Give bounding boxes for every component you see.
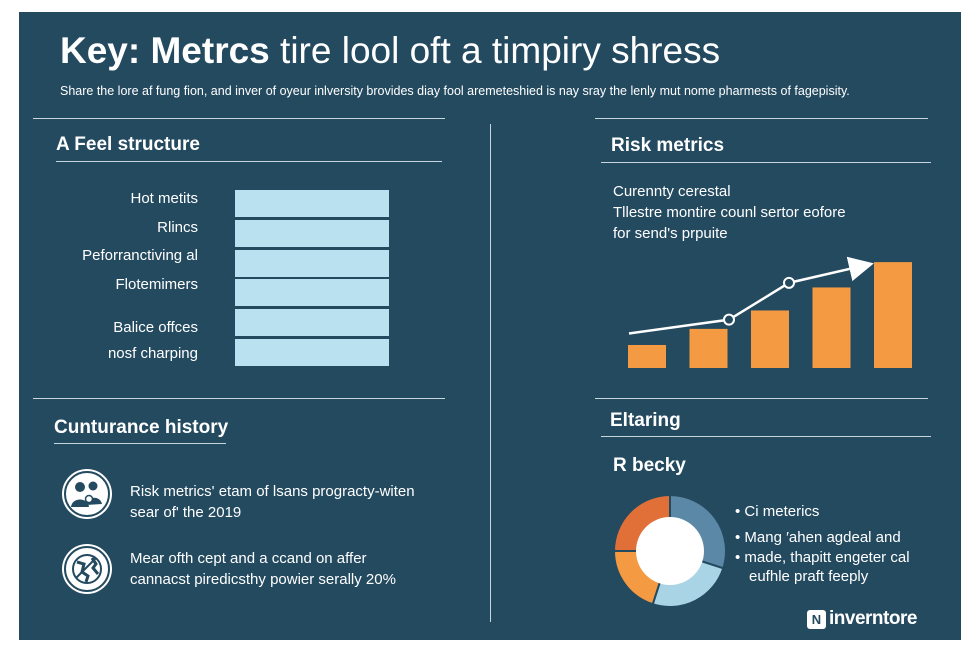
history-item-2-line-2: cannacst piredicsthy powier serally 20% <box>130 571 396 588</box>
title-bold: Key: Metrcs <box>60 30 270 71</box>
page-title: Key: Metrcs tire lool oft a timpiry shre… <box>60 30 720 72</box>
row-label-3: Peforranctiving al <box>82 247 198 264</box>
risk-bar-2 <box>689 328 728 368</box>
legend-item-2: • Mang ′ahen agdeal and <box>735 529 901 546</box>
brand-logo-icon: N <box>807 610 826 629</box>
risk-text-line-3: for send's prpuite <box>613 225 728 242</box>
structure-bar-6 <box>235 339 389 366</box>
row-label-6: nosf charping <box>107 345 198 362</box>
legend-item-2-label: Mang ′ahen agdeal and <box>744 529 901 546</box>
risk-text-line-2: Tllestre montire counl sertor eofore <box>613 204 846 221</box>
customer-history-heading: Cunturance history <box>54 417 229 438</box>
top-right-divider <box>595 118 928 119</box>
legend-item-1: • Ci meterics <box>735 503 820 520</box>
risk-bar-1 <box>628 344 666 368</box>
row-label-5: Balice offces <box>113 319 198 336</box>
feel-structure-underline <box>56 161 442 162</box>
risk-trend-point-1 <box>723 313 735 326</box>
eltaring-subheading: R becky <box>613 455 686 476</box>
risk-metrics-underline <box>601 162 931 163</box>
structure-bar-1 <box>235 190 389 217</box>
structure-bar-2 <box>235 220 389 247</box>
eltaring-underline <box>601 436 931 437</box>
row-label-2: Rlincs <box>157 219 198 236</box>
structure-bar-5 <box>235 309 389 336</box>
feel-structure-heading: A Feel structure <box>56 134 200 155</box>
vertical-divider <box>490 124 491 622</box>
customer-history-underline <box>54 443 226 444</box>
history-item-2-line-1: Mear ofth cept and a ccand on affer <box>130 550 367 567</box>
eltaring-donut-chart <box>613 494 727 608</box>
globe-icon <box>62 544 112 594</box>
risk-trend-point-2 <box>783 276 795 289</box>
risk-bar-4 <box>812 287 851 368</box>
legend-item-3-label: made, thapitt engeter cal <box>744 549 910 566</box>
risk-metrics-bar-chart <box>628 256 912 368</box>
mid-left-divider <box>33 398 445 399</box>
page-subtitle: Share the lore af fung fion, and inver o… <box>60 84 850 98</box>
structure-bar-3 <box>235 250 389 277</box>
risk-text-line-1: Curennty cerestal <box>613 183 731 200</box>
donut-center <box>636 517 704 585</box>
row-label-1: Hot metits <box>130 190 198 207</box>
structure-bar-4 <box>235 279 389 306</box>
history-item-1-line-2: sear of' the 2019 <box>130 504 242 521</box>
risk-bar-5 <box>874 262 912 368</box>
eltaring-heading: Eltaring <box>610 410 681 431</box>
bar-gap-1 <box>235 217 389 219</box>
legend-item-3: • made, thapitt engeter cal <box>735 549 910 566</box>
legend-item-4: eufhle praft feeply <box>749 568 869 585</box>
mid-right-divider <box>595 398 928 399</box>
history-item-1-line-1: Risk metrics' etam of lsans progracty-wi… <box>130 483 415 500</box>
brand-logo-text: inverntore <box>829 608 917 629</box>
infographic-panel: Key: Metrcs tire lool oft a timpiry shre… <box>19 12 961 640</box>
risk-metrics-heading: Risk metrics <box>611 135 725 156</box>
title-rest: tire lool oft a timpiry shress <box>269 30 721 71</box>
risk-bar-3 <box>751 310 789 368</box>
top-left-divider <box>33 118 445 119</box>
legend-item-1-label: Ci meterics <box>744 503 820 520</box>
risk-trend-line <box>628 256 874 335</box>
people-icon <box>62 469 112 519</box>
row-label-4: Flotemimers <box>115 276 198 293</box>
